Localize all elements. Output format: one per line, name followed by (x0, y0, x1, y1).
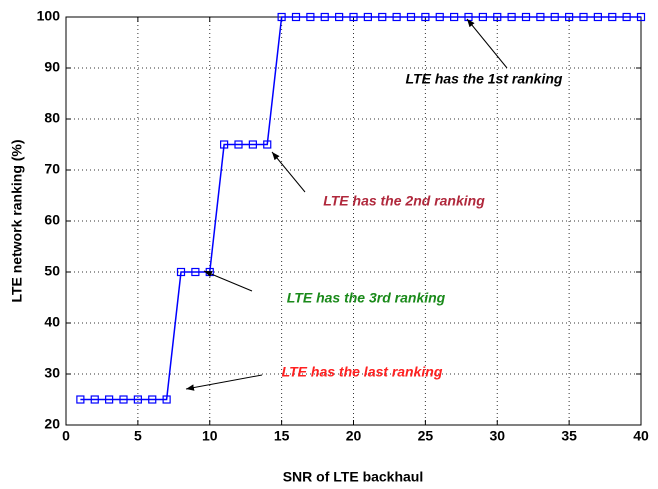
marker (493, 12, 502, 22)
marker (636, 12, 646, 22)
annotation-arrow (185, 374, 263, 391)
series-line (80, 16, 641, 401)
marker (536, 12, 545, 22)
annotation-arrow (203, 270, 253, 292)
y-tick-label: 20 (44, 416, 60, 432)
marker (176, 267, 186, 277)
marker (478, 12, 487, 22)
marker (76, 395, 85, 404)
marker (90, 395, 99, 404)
marker (349, 12, 358, 22)
annotation: LTE has the 3rd ranking (287, 290, 446, 306)
marker (133, 395, 142, 404)
x-tick-label: 30 (489, 428, 505, 444)
x-tick-label: 15 (274, 428, 290, 444)
x-axis-label: SNR of LTE backhaul (283, 469, 424, 485)
marker (162, 395, 171, 404)
marker (220, 140, 229, 149)
x-tick-label: 10 (202, 428, 218, 444)
marker (191, 267, 200, 277)
annotation-arrow (271, 151, 306, 193)
marker (521, 12, 531, 22)
marker (608, 12, 617, 22)
marker (263, 140, 272, 149)
marker (550, 12, 559, 22)
annotation: LTE has the 2nd ranking (323, 193, 485, 209)
x-tick-label: 40 (633, 428, 649, 444)
marker (421, 12, 430, 22)
x-tick-label: 25 (418, 428, 434, 444)
marker (105, 395, 114, 404)
marker (119, 395, 128, 404)
x-tick-label: 20 (346, 428, 362, 444)
marker (622, 12, 631, 22)
marker (234, 140, 243, 149)
marker (248, 140, 257, 149)
marker (435, 12, 444, 22)
annotation: LTE has the last ranking (282, 364, 443, 380)
marker (335, 12, 344, 22)
y-tick-label: 90 (44, 59, 60, 75)
marker (378, 12, 387, 22)
marker (306, 12, 315, 22)
y-tick-label: 50 (44, 263, 60, 279)
marker (291, 12, 301, 22)
annotation-arrow (466, 18, 508, 69)
y-tick-label: 60 (44, 212, 60, 228)
x-tick-label: 35 (561, 428, 577, 444)
y-tick-label: 100 (37, 8, 61, 24)
marker (363, 12, 372, 22)
y-tick-label: 70 (44, 161, 60, 177)
marker (565, 12, 574, 22)
y-tick-label: 30 (44, 365, 60, 381)
marker (277, 12, 286, 22)
marker (392, 12, 401, 22)
y-tick-label: 40 (44, 314, 60, 330)
marker (406, 12, 416, 22)
marker (507, 12, 516, 22)
marker (593, 12, 602, 22)
x-tick-label: 0 (62, 428, 70, 444)
y-axis-label: LTE network ranking (%) (9, 139, 25, 302)
marker (320, 12, 329, 22)
marker (450, 12, 459, 22)
marker (579, 12, 588, 22)
annotation: LTE has the 1st ranking (406, 71, 563, 87)
x-tick-label: 5 (134, 428, 142, 444)
y-tick-label: 80 (44, 110, 60, 126)
marker (148, 395, 157, 404)
